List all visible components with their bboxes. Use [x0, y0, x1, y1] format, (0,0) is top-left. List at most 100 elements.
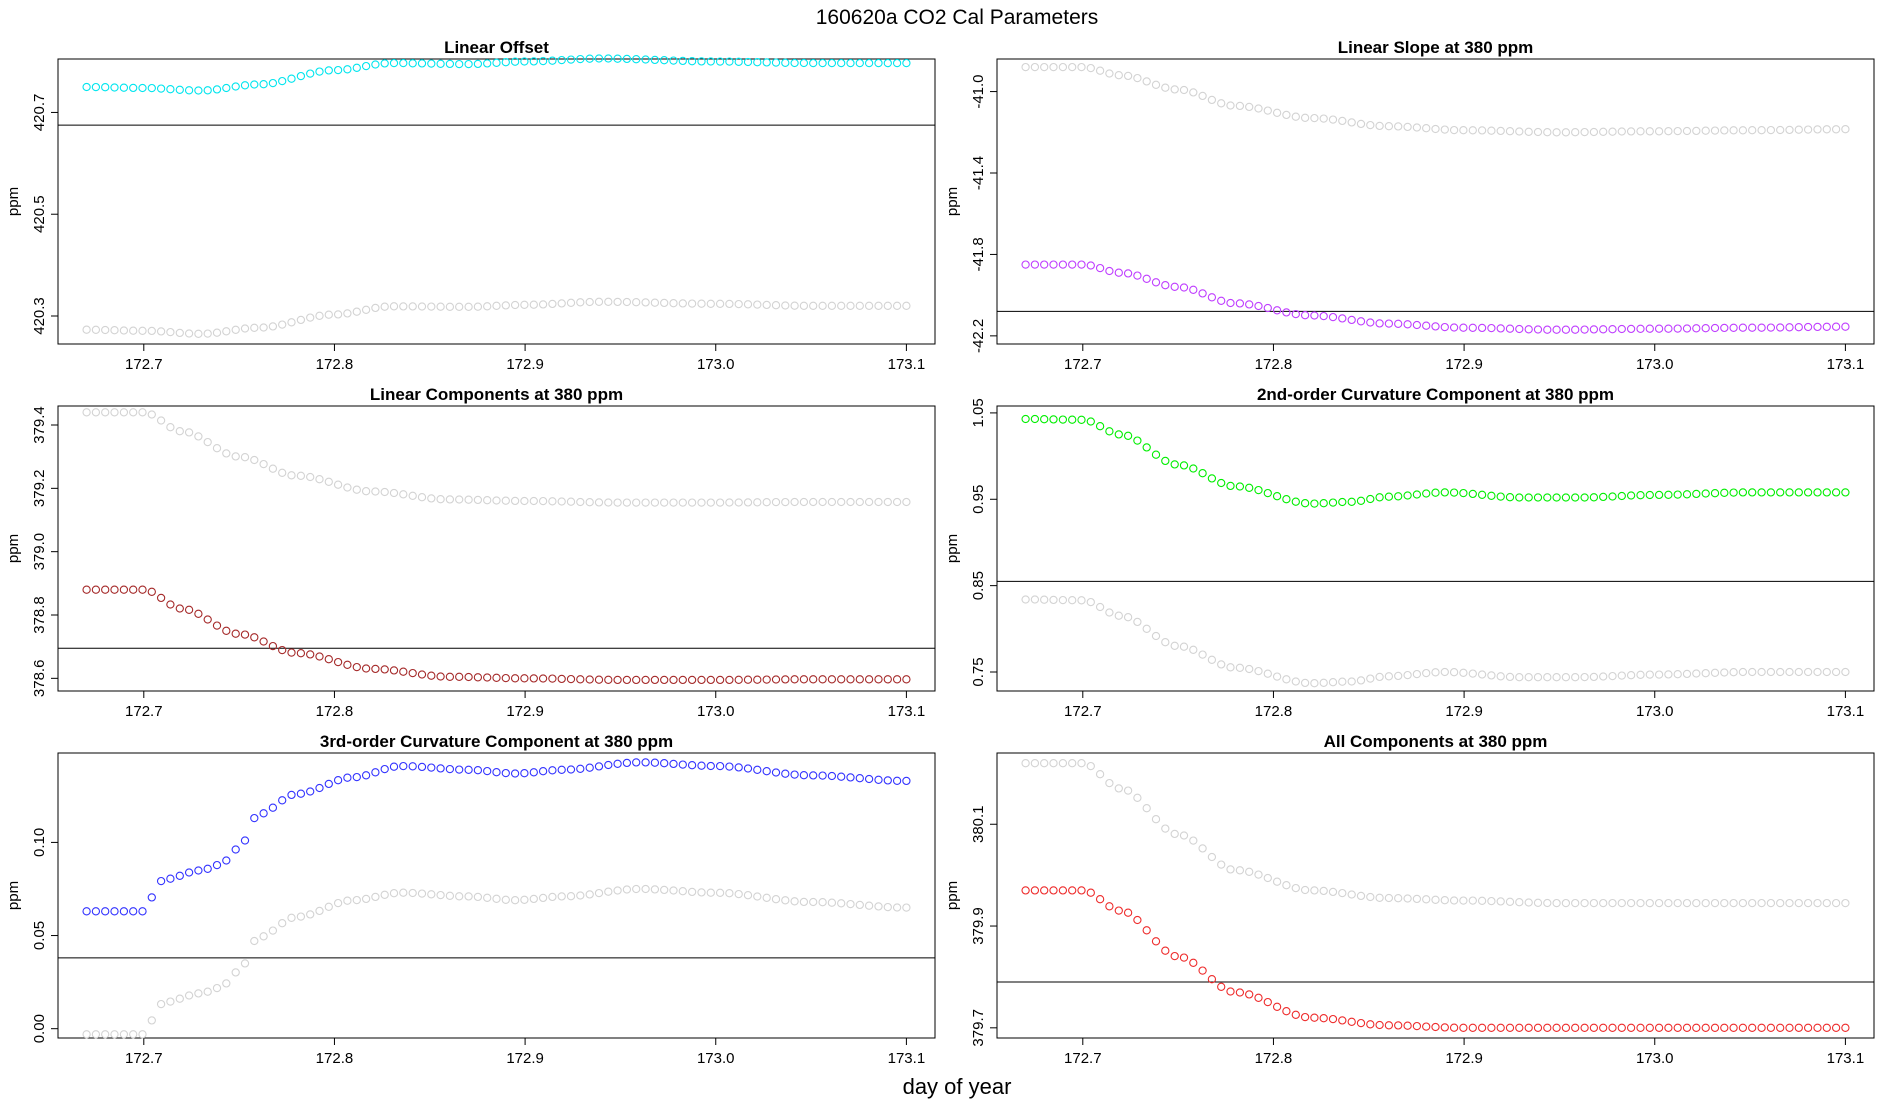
data-point: [389, 666, 399, 675]
data-point: [1831, 667, 1841, 677]
x-tick-label: 172.7: [1064, 356, 1102, 373]
data-point: [1095, 602, 1105, 612]
data-point: [1114, 430, 1123, 439]
data-point: [818, 771, 827, 780]
data-point: [1189, 285, 1198, 294]
data-point: [436, 672, 445, 681]
data-point: [529, 300, 538, 309]
data-point: [697, 675, 706, 685]
data-point: [1040, 595, 1049, 604]
data-point: [1300, 499, 1310, 508]
data-point: [492, 768, 501, 777]
data-point: [892, 301, 902, 310]
data-point: [1626, 324, 1636, 334]
data-point: [501, 58, 510, 67]
data-point: [1198, 844, 1207, 853]
data-point: [119, 585, 129, 594]
data-point: [669, 299, 678, 308]
data-point: [315, 475, 324, 484]
data-point: [1748, 1023, 1757, 1032]
data-point: [306, 787, 315, 796]
data-point: [576, 891, 585, 900]
data-point: [827, 58, 837, 68]
data-point: [1561, 493, 1571, 502]
data-point: [1300, 1012, 1310, 1022]
data-point: [1449, 896, 1459, 905]
data-point: [818, 675, 827, 684]
data-point: [287, 913, 296, 922]
data-point: [1459, 668, 1468, 677]
data-point: [1403, 1021, 1412, 1030]
data-point: [1291, 112, 1300, 121]
data-point: [1766, 323, 1776, 332]
data-point: [361, 305, 371, 314]
data-point: [1217, 478, 1226, 488]
data-point: [212, 85, 222, 94]
data-point: [194, 432, 203, 441]
data-point: [1123, 908, 1133, 917]
data-point: [1757, 126, 1766, 135]
data-point: [333, 480, 343, 489]
data-point: [483, 302, 492, 311]
data-point: [566, 892, 576, 901]
data-point: [445, 891, 455, 900]
data-point: [1161, 946, 1170, 955]
data-point: [138, 326, 147, 335]
data-point: [1580, 898, 1589, 908]
data-point: [417, 889, 427, 898]
data-point: [1552, 1023, 1561, 1032]
data-point: [1813, 898, 1822, 908]
data-point: [324, 655, 333, 664]
data-point: [473, 892, 483, 902]
data-point: [1794, 323, 1803, 332]
data-point: [1813, 125, 1822, 134]
x-tick-label: 173.0: [697, 356, 735, 373]
data-point: [259, 809, 268, 818]
data-point: [1030, 62, 1040, 72]
data-point: [315, 783, 324, 793]
data-point: [222, 83, 231, 93]
data-point: [1300, 113, 1310, 122]
data-point: [762, 58, 771, 67]
data-point: [1431, 322, 1440, 331]
data-point: [1682, 669, 1692, 679]
data-point: [1496, 672, 1505, 681]
y-tick-label: 379.9: [970, 907, 987, 945]
data-point: [231, 325, 240, 334]
data-point: [585, 498, 594, 507]
data-point: [1729, 1023, 1738, 1032]
data-point: [1738, 898, 1748, 908]
data-point: [557, 892, 566, 901]
data-point: [1375, 1020, 1384, 1030]
data-point: [361, 487, 371, 496]
data-point: [1328, 1014, 1338, 1024]
data-point: [324, 310, 333, 319]
data-point: [725, 498, 734, 507]
data-point: [1785, 898, 1794, 908]
data-point: [455, 495, 464, 504]
data-point: [1328, 498, 1338, 507]
data-point: [333, 657, 343, 667]
data-point: [1431, 895, 1440, 904]
data-point: [1664, 898, 1673, 908]
data-point: [715, 498, 725, 507]
data-point: [1347, 677, 1356, 686]
data-point: [1776, 1023, 1785, 1032]
data-point: [1803, 898, 1813, 908]
data-point: [1431, 124, 1440, 134]
data-point: [1496, 324, 1505, 333]
data-point: [82, 82, 91, 92]
x-tick-label: 173.0: [697, 703, 735, 720]
data-point: [1599, 127, 1608, 136]
data-point: [874, 775, 883, 784]
data-point: [315, 652, 324, 661]
data-point: [1776, 125, 1785, 135]
data-point: [1151, 937, 1161, 946]
data-point: [715, 761, 725, 771]
data-point: [818, 301, 827, 310]
data-point: [846, 899, 855, 909]
data-point: [1021, 595, 1030, 604]
figure-title: 160620a CO2 Cal Parameters: [816, 6, 1099, 29]
data-point: [1356, 1018, 1366, 1028]
data-point: [1095, 422, 1105, 431]
